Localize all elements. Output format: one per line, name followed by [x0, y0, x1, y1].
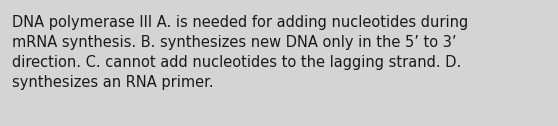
Text: DNA polymerase III A. is needed for adding nucleotides during
mRNA synthesis. B.: DNA polymerase III A. is needed for addi… — [12, 15, 469, 90]
